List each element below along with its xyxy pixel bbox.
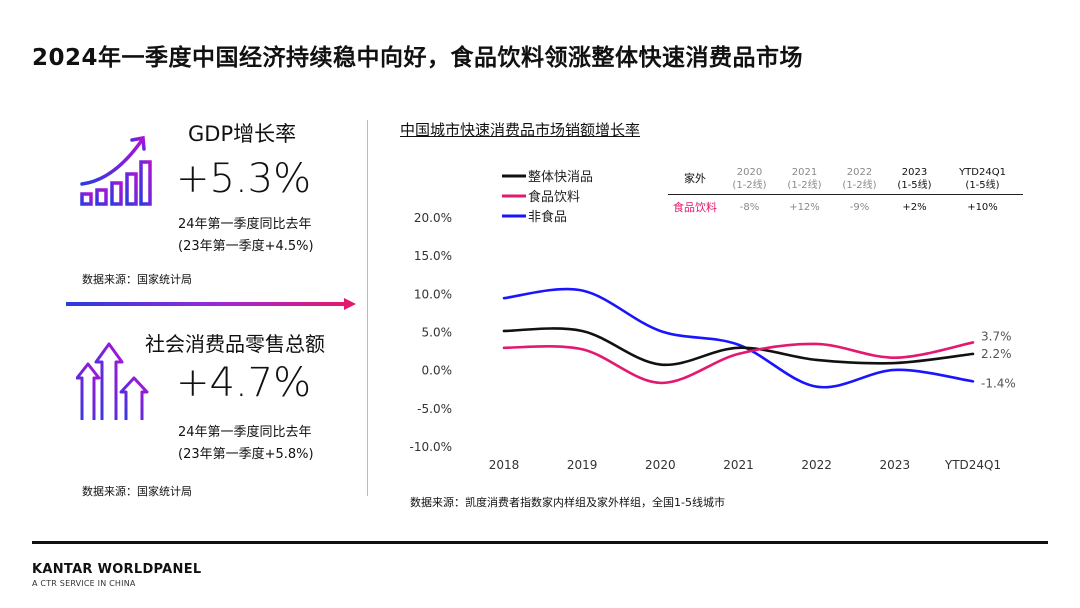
table-row-label: 食品饮料: [673, 201, 717, 214]
gdp-source: 数据来源：国家统计局: [82, 273, 192, 286]
table-cell: +10%: [967, 201, 998, 213]
x-tick-label: 2018: [489, 458, 520, 472]
y-tick-label: 5.0%: [422, 326, 453, 340]
chart-source: 数据来源：凯度消费者指数家内样组及家外样组，全国1-5线城市: [410, 496, 725, 509]
legend-label: 食品饮料: [528, 189, 580, 205]
footer-rule: [32, 541, 1048, 544]
retail-value: +4.7%: [176, 360, 312, 406]
vertical-divider: [367, 120, 368, 496]
gdp-label: GDP增长率: [188, 122, 297, 146]
table-cell: -8%: [739, 201, 760, 213]
y-tick-label: 0.0%: [422, 364, 453, 378]
x-tick-label: 2020: [645, 458, 676, 472]
table-header-cell: 2022 (1-2线): [842, 166, 877, 191]
growth-line-chart: 20.0% 15.0% 10.0% 5.0% 0.0% -5.0% -10.0% 2018 20…: [410, 170, 1016, 472]
y-tick-label: 20.0%: [414, 211, 452, 225]
growth-chart-icon: [76, 135, 156, 211]
table-cell: +12%: [789, 201, 820, 213]
brand-logo: KANTAR WORLDPANEL: [32, 562, 202, 577]
end-value-label: 3.7%: [981, 329, 1012, 343]
series-line-2: [502, 341, 975, 385]
x-tick-label: 2021: [723, 458, 754, 472]
legend-label: 整体快消品: [528, 170, 593, 185]
table-row: 食品饮料 -8% +12% -9% +2% +10%: [668, 195, 1023, 219]
table-cell: -9%: [849, 201, 870, 213]
table-header-cell: 2023 (1-5线): [897, 166, 932, 191]
gdp-value: +5.3%: [176, 156, 312, 202]
brand-subtitle: A CTR SERVICE IN CHINA: [32, 579, 136, 588]
table-corner-label: 家外: [684, 172, 706, 185]
retail-note: 24年第一季度同比去年 (23年第一季度+5.8%): [178, 422, 314, 466]
chart-title: 中国城市快速消费品市场销额增长率: [400, 121, 641, 139]
series-line-1: [502, 327, 975, 367]
y-tick-label: 10.0%: [414, 287, 452, 301]
table-header-cell: YTD24Q1 (1-5线): [959, 166, 1006, 191]
x-tick-label: 2023: [880, 458, 911, 472]
gradient-divider-arrow: [66, 298, 356, 310]
table-header-cell: 2020 (1-2线): [732, 166, 767, 191]
x-tick-label: 2022: [801, 458, 832, 472]
table-header-cell: 2021 (1-2线): [787, 166, 822, 191]
table-header-row: 家外 2020 (1-2线) 2021 (1-2线) 2022 (1-2线) 2023…: [668, 163, 1023, 195]
y-tick-label: 15.0%: [414, 249, 452, 263]
retail-label: 社会消费品零售总额: [145, 332, 325, 356]
end-value-label: 2.2%: [981, 347, 1012, 361]
rising-arrows-icon: [76, 342, 149, 420]
gdp-note-line2: (23年第一季度+4.5%): [178, 239, 314, 254]
end-value-label: -1.4%: [981, 376, 1016, 390]
x-tick-label: YTD24Q1: [944, 458, 1001, 472]
retail-note-line2: (23年第一季度+5.8%): [178, 447, 314, 462]
y-tick-label: -5.0%: [417, 402, 452, 416]
x-tick-label: 2019: [567, 458, 598, 472]
legend-label: 非食品: [528, 209, 567, 225]
y-tick-label: -10.0%: [410, 440, 452, 454]
gdp-note: 24年第一季度同比去年 (23年第一季度+4.5%): [178, 214, 314, 258]
page-title: 2024年一季度中国经济持续稳中向好，食品饮料领涨整体快速消费品市场: [32, 45, 804, 71]
table-cell: +2%: [902, 201, 927, 213]
retail-note-line1: 24年第一季度同比去年: [178, 425, 312, 440]
gdp-note-line1: 24年第一季度同比去年: [178, 217, 312, 232]
series-line-3: [502, 287, 975, 389]
retail-source: 数据来源：国家统计局: [82, 485, 192, 498]
out-of-home-table: 家外 2020 (1-2线) 2021 (1-2线) 2022 (1-2线) 2023…: [668, 163, 1023, 219]
